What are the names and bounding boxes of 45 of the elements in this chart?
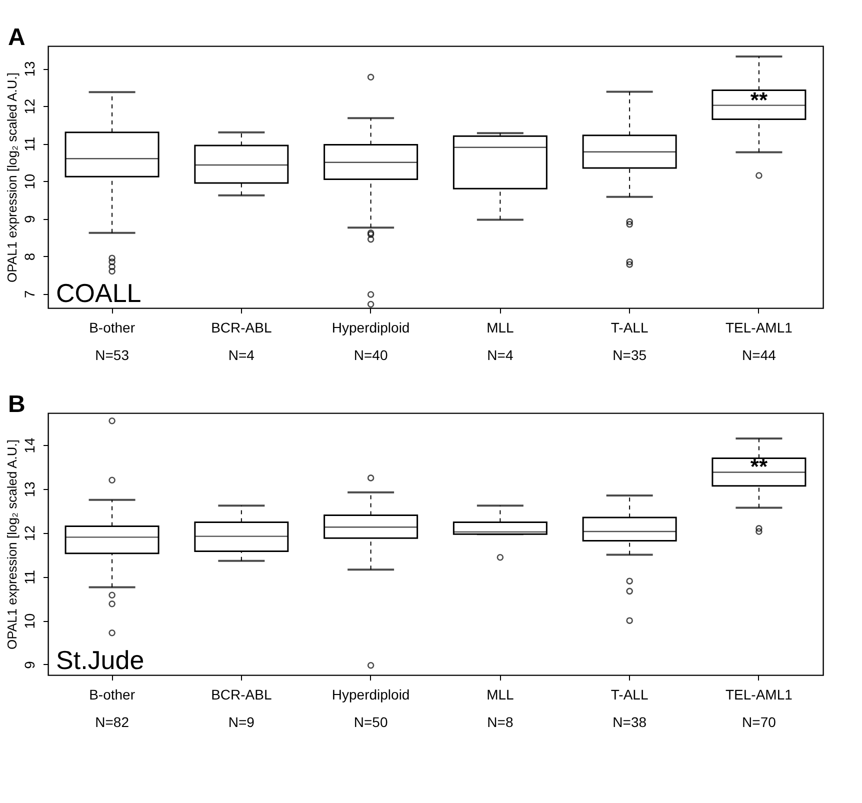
y-tick-label: 9	[22, 215, 38, 224]
text: N=38	[612, 714, 647, 730]
annotation: **	[750, 454, 768, 479]
x-tick-label: T-ALL	[610, 320, 648, 336]
text: B	[8, 391, 26, 418]
text: N=4	[228, 347, 255, 363]
y-tick-label: 8	[22, 252, 38, 261]
annotation: St.Jude	[56, 645, 144, 675]
y-tick-label: 11	[22, 570, 38, 584]
x-tick-label: T-ALL	[610, 686, 648, 702]
text: N=44	[742, 347, 776, 363]
y-tick-label: 10	[22, 613, 38, 629]
text: N=53	[95, 347, 130, 363]
x-tick-label: TEL-AML1	[725, 686, 793, 702]
y-tick-label: 13	[22, 481, 38, 498]
annotation: COALL	[56, 278, 142, 308]
x-tick-label: BCR-ABL	[211, 320, 272, 336]
text: A	[8, 24, 26, 51]
text: N=40	[354, 347, 388, 363]
x-tick-label: TEL-AML1	[725, 320, 793, 336]
x-tick-label: Hyperdiploid	[332, 686, 410, 702]
x-tick-label: Hyperdiploid	[332, 320, 410, 336]
y-tick-label: 12	[22, 98, 38, 114]
x-tick-label: MLL	[486, 320, 514, 336]
text: N=70	[742, 714, 776, 730]
text: N=82	[95, 714, 130, 730]
x-tick-label: MLL	[486, 686, 514, 702]
x-tick-label: BCR-ABL	[211, 686, 272, 702]
text: N=50	[354, 714, 388, 730]
y-tick-label: 10	[22, 174, 38, 190]
y-tick-label: 9	[22, 660, 38, 669]
y-tick-label: 14	[22, 438, 38, 454]
x-tick-label: B-other	[89, 320, 136, 336]
y-tick-label: 7	[22, 290, 38, 298]
y-tick-label: 11	[22, 136, 38, 152]
y-tick-label: 12	[22, 525, 38, 542]
text: N=4	[487, 347, 514, 363]
text: N=9	[228, 714, 255, 730]
annotation: **	[750, 87, 768, 112]
text: N=35	[612, 347, 647, 363]
y-axis-title: OPAL1 expression [log₂ scaled A.U.]	[4, 72, 20, 283]
y-tick-label: 13	[22, 61, 38, 77]
text: N=8	[487, 714, 514, 730]
x-tick-label: B-other	[89, 686, 136, 702]
y-axis-title: OPAL1 expression [log₂ scaled A.U.]	[4, 439, 20, 650]
